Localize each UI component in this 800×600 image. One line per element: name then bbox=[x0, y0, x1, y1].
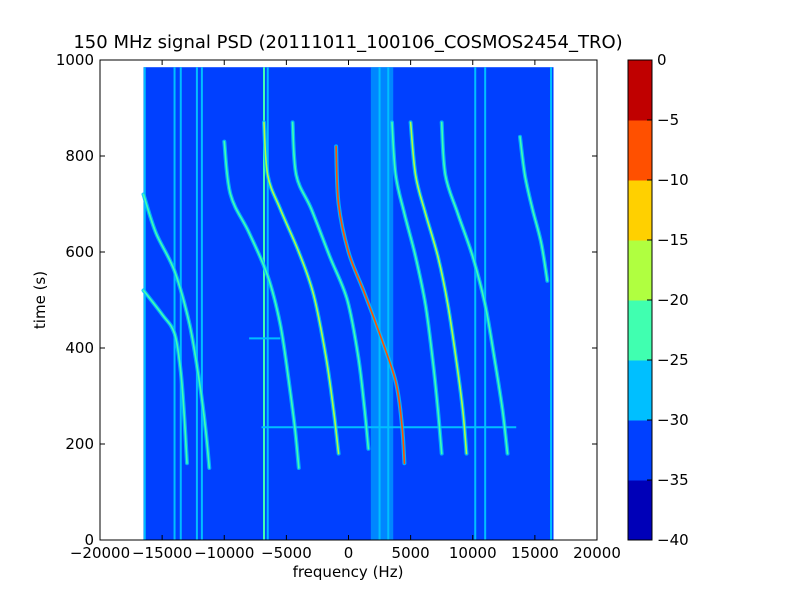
colorbar-segment bbox=[628, 180, 652, 241]
signal-trace bbox=[409, 121, 468, 455]
y-axis-ticks: 0 200 400 600 800 1000 bbox=[56, 51, 597, 549]
colorbar-tick-label: −30 bbox=[657, 411, 689, 429]
x-tick-label: −20000 bbox=[70, 544, 130, 562]
colorbar: −40 −35 −30 −25 −20 −15 −10 −5 0 bbox=[627, 51, 689, 549]
signal-trace bbox=[223, 140, 300, 469]
signal-trace bbox=[335, 145, 406, 464]
y-tick-label: 800 bbox=[65, 147, 94, 165]
signal-trace bbox=[440, 121, 509, 455]
colorbar-segment bbox=[628, 60, 652, 121]
colorbar-tick-label: −40 bbox=[657, 531, 689, 549]
colorbar-segment bbox=[628, 120, 652, 181]
x-tick-label: −15000 bbox=[132, 544, 192, 562]
y-axis-label: time (s) bbox=[31, 271, 49, 329]
center-band bbox=[370, 67, 394, 540]
y-tick-label: 1000 bbox=[56, 51, 94, 69]
plot-area: −20000 −15000 −10000 −5000 0 5000 10000 15000 20… bbox=[56, 51, 621, 562]
heatmap bbox=[141, 67, 554, 540]
colorbar-segment bbox=[628, 360, 652, 421]
x-tick-label: −10000 bbox=[194, 544, 254, 562]
colorbar-tick-label: −20 bbox=[657, 291, 689, 309]
x-tick-label: 20000 bbox=[573, 544, 621, 562]
signal-trace bbox=[142, 193, 211, 469]
colorbar-segment bbox=[628, 240, 652, 301]
x-tick-label: 0 bbox=[344, 544, 354, 562]
signal-trace bbox=[391, 121, 443, 455]
y-tick-label: 600 bbox=[65, 243, 94, 261]
signal-trace bbox=[142, 289, 188, 464]
y-tick-label: 400 bbox=[65, 339, 94, 357]
colorbar-tick-label: −5 bbox=[657, 111, 679, 129]
colorbar-segments bbox=[628, 60, 652, 541]
signal-trace bbox=[519, 136, 549, 282]
x-tick-label: 15000 bbox=[511, 544, 559, 562]
signal-trace bbox=[263, 121, 340, 455]
signal-trace bbox=[291, 121, 370, 450]
x-axis-ticks: −20000 −15000 −10000 −5000 0 5000 10000 15000 20… bbox=[70, 60, 621, 562]
x-tick-label: 5000 bbox=[392, 544, 430, 562]
colorbar-ticks: −40 −35 −30 −25 −20 −15 −10 −5 0 bbox=[647, 51, 689, 549]
colorbar-tick-label: −10 bbox=[657, 171, 689, 189]
x-axis-label: frequency (Hz) bbox=[293, 563, 404, 581]
colorbar-segment bbox=[628, 480, 652, 541]
colorbar-tick-label: −15 bbox=[657, 231, 689, 249]
y-tick-label: 0 bbox=[84, 531, 94, 549]
chart-title: 150 MHz signal PSD (20111011_100106_COSM… bbox=[73, 32, 622, 53]
colorbar-segment bbox=[628, 420, 652, 481]
colorbar-tick-label: −25 bbox=[657, 351, 689, 369]
colorbar-segment bbox=[628, 300, 652, 361]
colorbar-tick-label: 0 bbox=[657, 51, 667, 69]
colorbar-tick-label: −35 bbox=[657, 471, 689, 489]
x-tick-label: −5000 bbox=[261, 544, 312, 562]
y-tick-label: 200 bbox=[65, 435, 94, 453]
x-tick-label: 10000 bbox=[449, 544, 497, 562]
